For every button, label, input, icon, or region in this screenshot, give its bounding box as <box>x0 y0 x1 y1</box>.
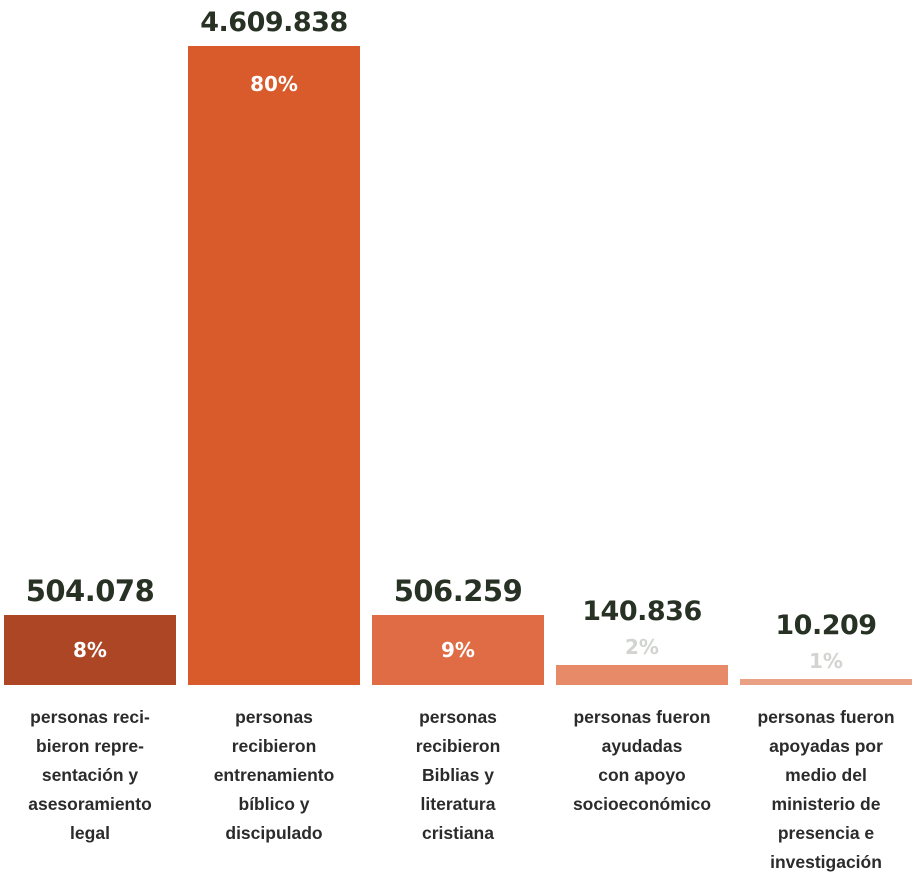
category-label-4: personas fueron ayudadas con apoyo socioeco… <box>550 703 734 819</box>
category-label-line: discipulado <box>225 823 323 843</box>
percent-label-5: 1% <box>809 649 843 673</box>
category-label-line: asesoramiento <box>28 794 152 814</box>
value-label-4: 140.836 <box>582 596 702 628</box>
category-label-line: personas <box>419 707 497 727</box>
category-label-line: personas reci- <box>30 707 150 727</box>
category-label-3: personas recibieron Biblias y literatura cri… <box>366 703 550 848</box>
category-label-line: personas <box>235 707 313 727</box>
percent-label-3: 9% <box>441 637 475 662</box>
category-label-line: medio del <box>785 765 867 785</box>
category-label-5: personas fueron apoyadas por medio del mini… <box>734 703 918 877</box>
category-label-line: legal <box>70 823 110 843</box>
category-label-line: socioeconómico <box>572 794 712 814</box>
percent-label-4: 2% <box>625 635 659 660</box>
bar-2 <box>188 46 360 685</box>
category-label-line: Biblias y <box>422 765 494 785</box>
category-label-2: personas recibieron entrenamiento bíblico y… <box>182 703 366 848</box>
category-label-line: investigación <box>770 852 882 872</box>
category-label-line: personas fueron <box>757 707 895 727</box>
category-label-line: personas fueron <box>573 707 711 727</box>
category-label-line: apoyadas por <box>769 736 883 756</box>
category-label-line: bíblico y <box>238 794 310 814</box>
percent-label-2: 80% <box>250 72 298 96</box>
category-label-line: entrenamiento <box>213 765 335 785</box>
bar-5 <box>740 679 912 685</box>
value-label-5: 10.209 <box>775 610 877 641</box>
category-label-line: recibieron <box>415 736 501 756</box>
bar-3 <box>372 614 544 685</box>
category-label-1: personas reci-bieron repre-sentación y as… <box>0 703 182 848</box>
category-label-line: recibieron <box>231 736 317 756</box>
category-label-line: presencia e <box>777 823 875 843</box>
category-label-line: bieron repre- <box>36 736 144 756</box>
value-label-1: 504.078 <box>25 574 155 609</box>
category-label-line: con apoyo <box>598 765 686 785</box>
category-label-line: literatura <box>420 794 496 814</box>
percent-label-1: 8% <box>73 638 107 663</box>
category-label-line: ayudadas <box>601 736 683 756</box>
category-label-line: ministerio de <box>771 794 881 814</box>
value-label-3: 506.259 <box>393 573 523 608</box>
value-label-2: 4.609.838 <box>200 7 348 38</box>
category-label-line: cristiana <box>422 823 494 843</box>
bar-1 <box>4 615 176 685</box>
category-label-line: sentación y <box>41 765 139 785</box>
bar-4 <box>556 665 728 685</box>
